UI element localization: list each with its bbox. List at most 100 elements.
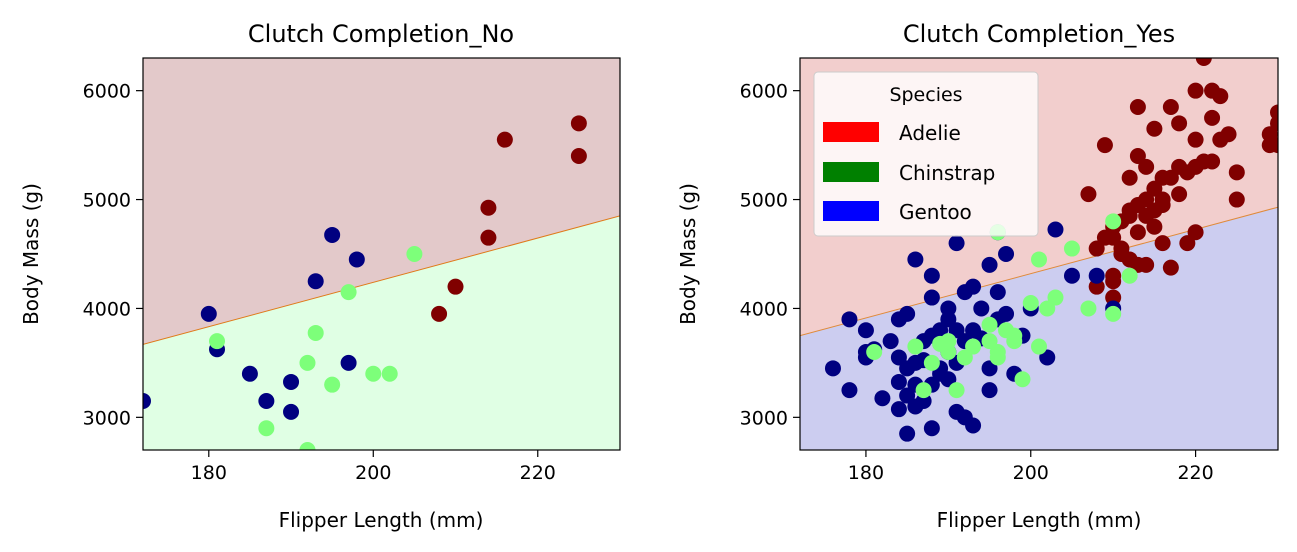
legend-swatch-chinstrap [823, 162, 879, 182]
data-point [1171, 115, 1188, 132]
chart-title-1: Clutch Completion_Yes [903, 20, 1175, 48]
points-group-0 [143, 115, 587, 450]
data-point [1138, 256, 1155, 273]
y-tick-label: 5000 [740, 190, 788, 212]
data-point [882, 333, 899, 350]
data-point [1105, 273, 1122, 290]
y-axis-label-0: Body Mass (g) [19, 183, 43, 325]
data-point [899, 305, 916, 322]
data-point [1039, 300, 1056, 317]
chart-title-0: Clutch Completion_No [248, 20, 514, 48]
y-tick-label: 3000 [83, 407, 131, 429]
data-point [866, 344, 883, 360]
data-point [143, 393, 151, 409]
points-group-1 [824, 58, 1278, 442]
x-axis-label-0: Flipper Length (mm) [279, 508, 484, 532]
data-point [1187, 82, 1204, 99]
legend-box [813, 71, 1039, 237]
plot-area-0 [143, 58, 620, 450]
data-point [1146, 120, 1163, 137]
ticks-0: 180 200 220 3000 4000 5000 6000 [83, 81, 556, 484]
y-tick-label: 4000 [83, 298, 131, 320]
data-point [307, 324, 324, 341]
x-tick-label: 220 [1177, 462, 1213, 484]
data-point [998, 246, 1015, 262]
axes-frame-0 [142, 57, 621, 451]
data-point [965, 417, 982, 434]
data-point [258, 393, 275, 409]
data-point [1187, 131, 1204, 148]
axes-frame-1 [799, 57, 1279, 451]
data-point [570, 148, 587, 164]
data-point [209, 333, 226, 350]
data-point [1096, 137, 1113, 154]
data-point [1105, 305, 1122, 322]
data-point [348, 251, 365, 268]
data-point [299, 354, 316, 371]
data-point [1129, 148, 1146, 164]
data-point [1080, 300, 1097, 317]
ticks-1: 180 200 220 3000 4000 5000 6000 [740, 81, 1214, 484]
data-point [1138, 191, 1155, 208]
data-point [841, 382, 858, 399]
data-point [989, 284, 1006, 301]
data-point [340, 354, 357, 371]
data-point [1105, 213, 1122, 230]
panel-clutch-yes: 180 200 220 3000 4000 5000 6000 Clutch Complet… [676, 20, 1279, 532]
x-axis-label-1: Flipper Length (mm) [937, 508, 1142, 532]
data-point [1270, 104, 1278, 121]
data-point [940, 333, 957, 350]
data-point [1228, 191, 1245, 208]
data-point [480, 229, 497, 246]
data-point [1270, 137, 1278, 154]
y-axis-label-1: Body Mass (g) [676, 183, 700, 325]
y-tick-label: 4000 [740, 298, 788, 320]
data-point [1121, 267, 1138, 284]
data-point [923, 267, 940, 284]
data-point [890, 349, 907, 366]
data-point [981, 360, 998, 377]
data-point [1220, 126, 1237, 143]
legend-swatch-adelie [823, 122, 879, 142]
legend-title: Species [889, 84, 962, 106]
data-point [899, 425, 916, 442]
data-point [406, 246, 423, 262]
data-point [1179, 235, 1196, 252]
data-point [1146, 180, 1163, 197]
data-point [447, 278, 464, 295]
x-tick-label: 180 [191, 462, 227, 484]
data-point [431, 305, 448, 322]
data-point [824, 360, 841, 377]
data-point [258, 420, 275, 437]
data-point [480, 199, 497, 216]
data-point [956, 349, 973, 366]
data-point [923, 420, 940, 437]
data-point [1006, 327, 1023, 344]
data-point [496, 131, 513, 148]
data-point [307, 273, 324, 290]
data-point [874, 390, 891, 407]
legend: Species Adelie Chinstrap Gentoo [813, 71, 1039, 237]
data-point [981, 333, 998, 350]
data-point [1088, 267, 1105, 284]
data-point [1162, 169, 1179, 186]
data-point [570, 115, 587, 132]
data-point [1154, 235, 1171, 252]
data-point [1088, 240, 1105, 257]
decision-boundary-0 [143, 215, 620, 345]
data-point [365, 365, 382, 382]
data-point [1121, 169, 1138, 186]
data-point [948, 382, 965, 399]
data-point [283, 403, 300, 420]
region-above-0 [143, 58, 620, 345]
data-point [1031, 338, 1047, 355]
data-point [1146, 218, 1163, 235]
data-point [1129, 99, 1146, 115]
data-point [1162, 259, 1179, 276]
legend-label-chinstrap: Chinstrap [899, 161, 995, 185]
data-point [1039, 349, 1056, 366]
data-point [1154, 191, 1171, 208]
data-point [381, 365, 398, 382]
data-point [948, 235, 965, 252]
